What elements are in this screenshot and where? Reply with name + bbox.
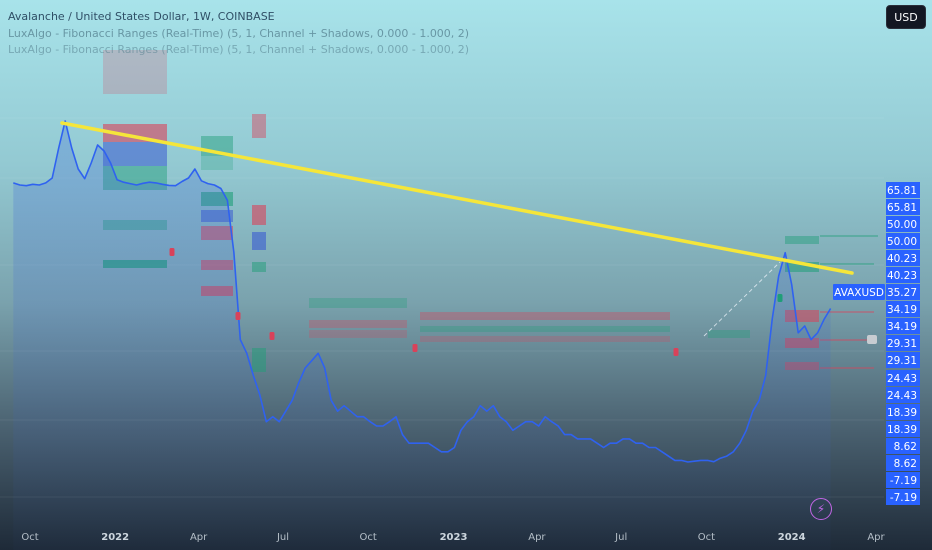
price-axis-label: -7.19 (890, 492, 917, 504)
price-axis-label-box (886, 301, 920, 317)
price-axis-label: 40.23 (887, 270, 917, 282)
fib-range-box (103, 142, 167, 166)
x-axis-label: Apr (190, 532, 208, 543)
projection-line (703, 261, 781, 337)
current-price-box (886, 284, 920, 300)
marker-square (867, 335, 877, 344)
current-price-label: 35.27 (887, 287, 917, 299)
price-line (13, 120, 832, 463)
fib-range-box (201, 156, 233, 170)
fib-range-box (252, 205, 266, 225)
price-axis-label-box (886, 421, 920, 437)
price-axis-label: 8.62 (894, 458, 917, 470)
x-axis-label: 2023 (440, 532, 468, 543)
price-axis-label-box (886, 199, 920, 215)
price-axis-label: 8.62 (894, 441, 917, 453)
price-axis-label-box (886, 370, 920, 386)
price-axis-label-box (886, 233, 920, 249)
x-axis-label: Jul (614, 532, 627, 543)
symbol-tag: AVAXUSD (834, 287, 884, 299)
chart-title: Avalanche / United States Dollar, 1W, CO… (8, 10, 275, 23)
fib-range-box (420, 312, 670, 320)
price-axis-label-box (886, 216, 920, 232)
fib-range-box (309, 298, 407, 308)
price-axis-label: 65.81 (887, 202, 917, 214)
fib-range-box (309, 330, 407, 338)
price-axis-label: 34.19 (887, 321, 917, 333)
price-axis-label-box (886, 404, 920, 420)
signal-marker (269, 332, 275, 340)
fib-range-box (420, 326, 670, 332)
price-area (13, 121, 831, 550)
price-axis-label: 65.81 (887, 185, 917, 197)
price-axis-label: 50.00 (887, 219, 917, 231)
fib-range-box (785, 236, 819, 244)
price-axis-label-box (886, 387, 920, 403)
fib-range-box (252, 262, 266, 272)
fib-range-box (103, 124, 167, 142)
price-axis-label-box (886, 455, 920, 471)
x-axis-label: Apr (867, 532, 885, 543)
price-axis-label: 40.23 (887, 253, 917, 265)
currency-button[interactable]: USD (886, 5, 926, 29)
price-axis-label-box (886, 472, 920, 488)
price-axis-label: 24.43 (887, 390, 917, 402)
price-axis-label: 24.43 (887, 373, 917, 385)
price-axis-label-box (886, 335, 920, 351)
price-axis-label: -7.19 (890, 475, 917, 487)
indicator-legend-2[interactable]: LuxAlgo - Fibonacci Ranges (Real-Time) (… (8, 43, 470, 56)
fib-range-box (252, 348, 266, 372)
price-axis-label: 18.39 (887, 424, 917, 436)
fib-range-box (708, 330, 750, 338)
price-axis-label-box (886, 318, 920, 334)
fib-range-box (309, 320, 407, 328)
x-axis-label: Oct (21, 532, 38, 543)
x-axis-label: Apr (528, 532, 546, 543)
x-axis-label: Oct (360, 532, 377, 543)
price-axis-label-box (886, 250, 920, 266)
price-axis-label: 29.31 (887, 355, 917, 367)
x-axis-label: 2024 (778, 532, 806, 543)
price-axis-label-box (886, 352, 920, 368)
price-axis-label: 50.00 (887, 236, 917, 248)
indicator-legend-1[interactable]: LuxAlgo - Fibonacci Ranges (Real-Time) (… (8, 27, 470, 40)
x-axis-label: 2022 (101, 532, 129, 543)
x-axis-label: Jul (276, 532, 289, 543)
signal-marker (777, 294, 783, 302)
lightning-bolt-icon[interactable]: ⚡ (810, 498, 832, 520)
price-axis-label: 34.19 (887, 304, 917, 316)
price-axis-label-box (886, 182, 920, 198)
trendline (60, 121, 854, 275)
price-axis-label-box (886, 438, 920, 454)
price-axis-label-box (886, 489, 920, 505)
price-axis-label: 29.31 (887, 338, 917, 350)
fib-range-box (785, 262, 819, 272)
signal-marker (169, 248, 175, 256)
fib-range-box (420, 336, 670, 342)
signal-marker (235, 312, 241, 320)
symbol-tag-box (833, 284, 885, 300)
signal-marker (412, 344, 418, 352)
signal-marker (673, 348, 679, 356)
fib-range-box (103, 50, 167, 94)
x-axis-label: Oct (698, 532, 715, 543)
fib-range-box (252, 114, 266, 138)
fib-range-box (252, 232, 266, 250)
price-axis-label: 18.39 (887, 407, 917, 419)
price-axis-label-box (886, 267, 920, 283)
